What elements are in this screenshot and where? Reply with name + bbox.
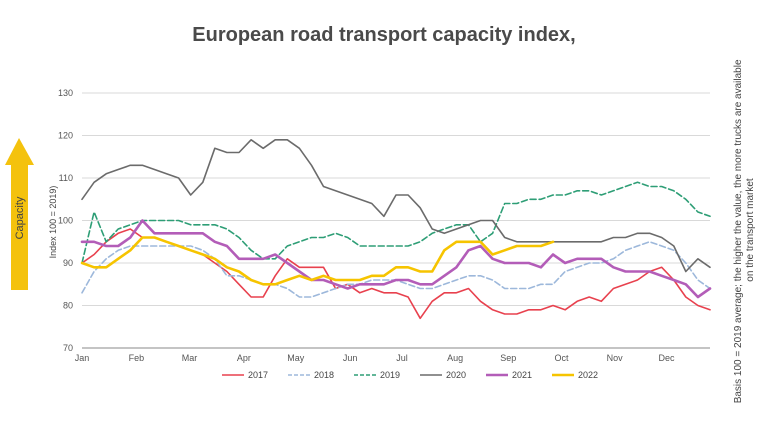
y-tick-label: 90 (63, 258, 73, 268)
chart-title: European road transport capacity index, (192, 24, 576, 46)
series-lines (80, 139, 712, 320)
x-tick-label: Sep (500, 353, 516, 363)
x-tick-label: Oct (554, 353, 569, 363)
series-line-2021 (80, 219, 712, 299)
basis-note-line-1: Basis 100 = 2019 average; the higher the… (733, 59, 744, 403)
series-line-2017 (81, 228, 711, 320)
x-tick-label: May (287, 353, 305, 363)
y-tick-label: 70 (63, 343, 73, 353)
x-tick-label: Apr (237, 353, 251, 363)
legend-label-2021: 2021 (512, 370, 532, 380)
y-tick-label: 110 (59, 173, 73, 183)
legend-label-2017: 2017 (248, 370, 268, 380)
x-tick-label: Feb (129, 353, 145, 363)
series-line-2019 (81, 181, 711, 264)
capacity-arrow-icon (5, 138, 34, 290)
series-line-2022 (80, 236, 555, 286)
x-tick-label: Nov (607, 353, 624, 363)
y-tick-labels: 70 80 90 100 110 120 130 (58, 88, 73, 353)
y-tick-label: 80 (63, 301, 73, 311)
x-tick-label: Jul (396, 353, 408, 363)
legend-label-2020: 2020 (446, 370, 466, 380)
legend-label-2022: 2022 (578, 370, 598, 380)
y-tick-label: 130 (58, 88, 73, 98)
basis-note-line-2: on the transport market (745, 178, 756, 282)
x-tick-label: Aug (447, 353, 463, 363)
series-line-2020 (81, 139, 711, 273)
x-tick-label: Jun (343, 353, 358, 363)
y-axis-label: Index 100 = 2019) (48, 186, 58, 259)
x-tick-label: Mar (182, 353, 198, 363)
x-tick-label: Dec (659, 353, 676, 363)
capacity-arrow-label: Capacity (14, 196, 26, 239)
legend: 2017 2018 2019 2020 2021 2022 (222, 370, 598, 380)
y-tick-label: 100 (58, 216, 73, 226)
basis-note: Basis 100 = 2019 average; the higher the… (733, 57, 756, 404)
y-tick-label: 120 (58, 131, 73, 141)
legend-label-2018: 2018 (314, 370, 334, 380)
x-tick-labels: Jan Feb Mar Apr May Jun Jul Aug Sep Oct Nov Dec (75, 353, 675, 363)
x-tick-label: Jan (75, 353, 90, 363)
legend-label-2019: 2019 (380, 370, 400, 380)
